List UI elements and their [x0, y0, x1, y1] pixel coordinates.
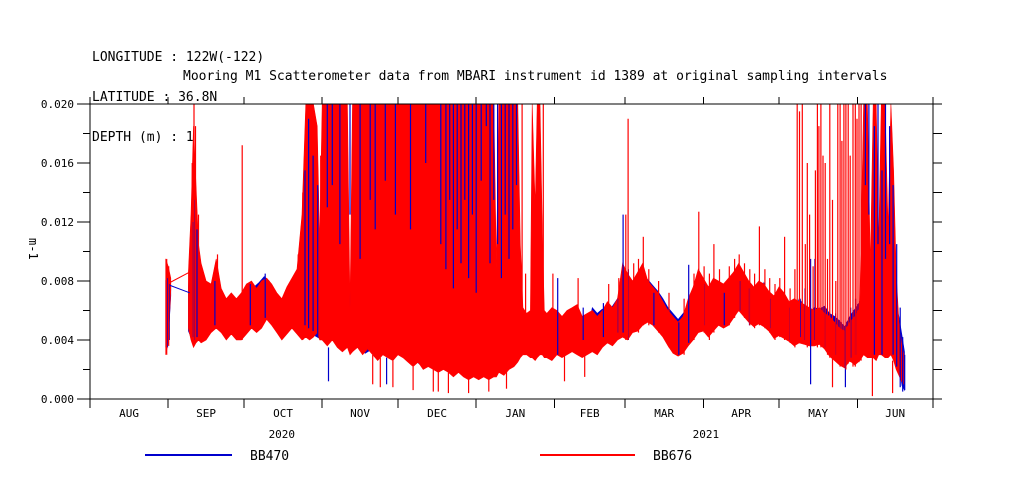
month-label: JAN	[505, 407, 525, 420]
legend-bb470-label: BB470	[250, 449, 290, 464]
month-label: MAR	[654, 407, 674, 420]
month-label: OCT	[273, 407, 293, 420]
month-label: NOV	[350, 407, 370, 420]
legend-bb676-label: BB676	[653, 449, 693, 464]
y-tick-label: 0.004	[41, 334, 74, 347]
month-label: APR	[731, 407, 751, 420]
band-BB676	[188, 104, 905, 386]
gap-bridge-BB676	[169, 271, 190, 283]
month-label: AUG	[119, 407, 139, 420]
month-label: SEP	[196, 407, 216, 420]
data-series-layer	[165, 104, 906, 397]
month-label: FEB	[580, 407, 600, 420]
y-tick-label: 0.008	[41, 275, 74, 288]
longitude-text: LONGITUDE : 122W(-122)	[92, 49, 265, 65]
y-tick-label: 0.020	[41, 98, 74, 111]
legend-bb676-line	[540, 454, 635, 456]
month-label: JUN	[885, 407, 905, 420]
metadata-block: LONGITUDE : 122W(-122) LATITUDE : 36.8N …	[92, 24, 264, 171]
axis-labels-layer: 0.000 0.004 0.008 0.012 0.016 0.020 AUG SEP OCT N…	[41, 98, 905, 441]
depth-text: DEPTH (m) : 1	[92, 130, 194, 146]
gap-bridge-BB470	[169, 284, 190, 294]
latitude-text: LATITUDE : 36.8N	[92, 90, 218, 106]
month-label: MAY	[808, 407, 828, 420]
y-tick-label: 0.000	[41, 393, 74, 406]
legend-bb470-line	[145, 454, 232, 456]
plot-title: Mooring M1 Scatterometer data from MBARI…	[183, 69, 888, 84]
y-tick-label: 0.012	[41, 216, 74, 229]
y-tick-label: 0.016	[41, 157, 74, 170]
year-label: 2020	[269, 428, 296, 441]
month-label: DEC	[427, 407, 447, 420]
year-label: 2021	[693, 428, 720, 441]
axes-layer	[77, 97, 942, 408]
